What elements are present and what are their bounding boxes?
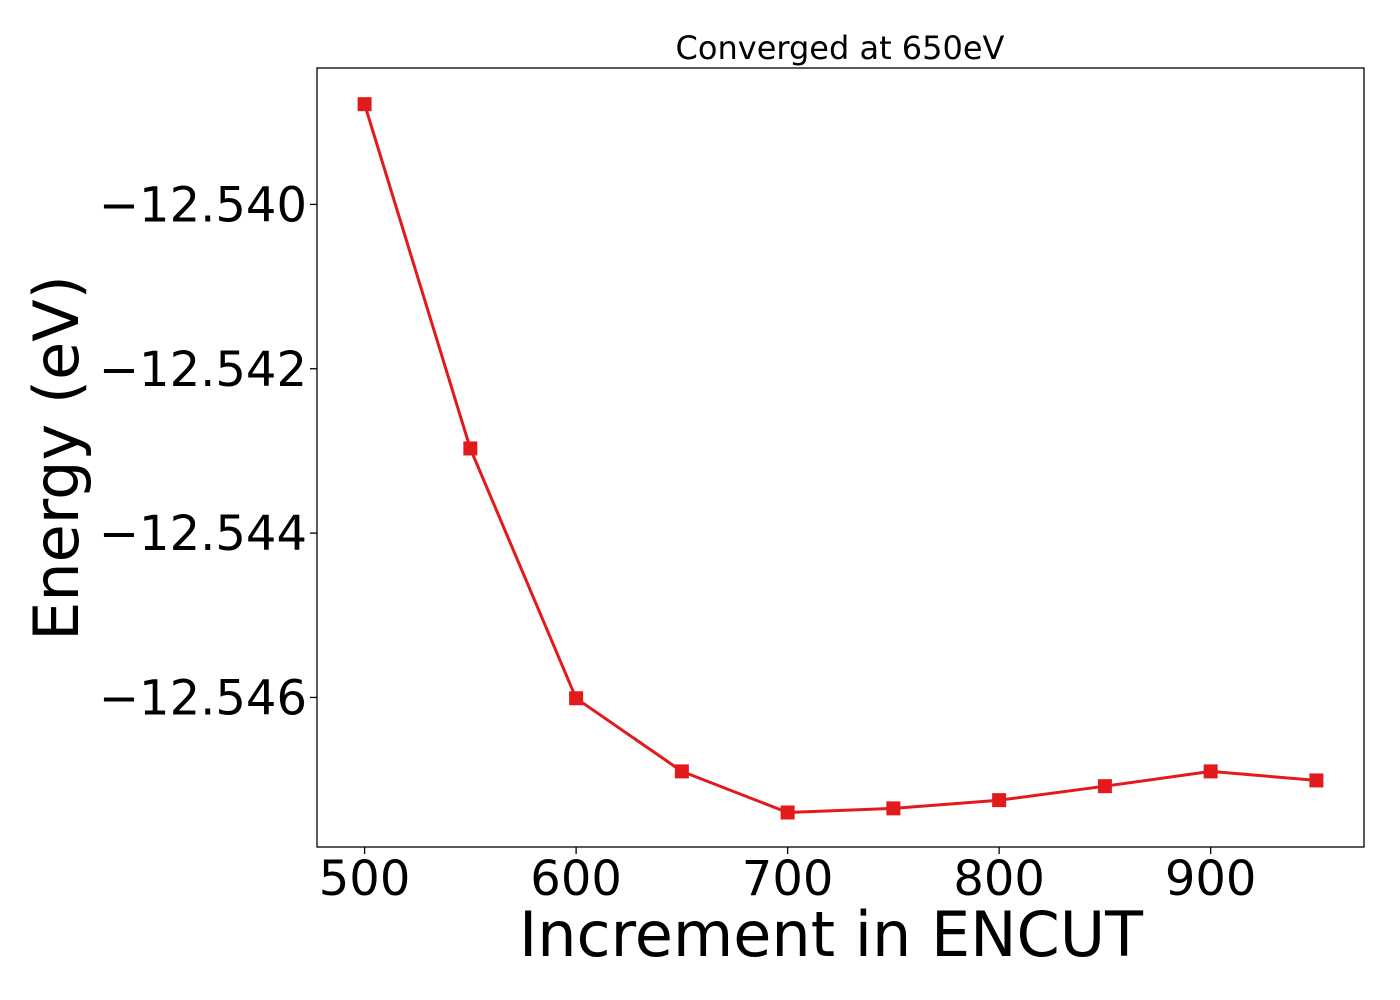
data-point — [357, 97, 372, 112]
x-axis-label: Increment in ENCUT — [519, 898, 1144, 971]
y-tick-label: −12.540 — [99, 177, 307, 233]
x-tick-label: 500 — [319, 851, 411, 907]
data-point — [569, 691, 584, 706]
data-point — [780, 805, 795, 820]
x-tick-label: 700 — [742, 851, 834, 907]
y-tick-label: −12.542 — [99, 342, 307, 398]
y-axis: −12.540 −12.542 −12.544 −12.546 — [99, 177, 317, 726]
data-series — [357, 97, 1324, 820]
x-tick-label: 800 — [953, 851, 1045, 907]
data-point — [1309, 773, 1324, 788]
chart-title: Converged at 650eV — [676, 29, 1005, 67]
data-point — [674, 764, 689, 779]
series-line — [363, 103, 1317, 814]
plot-frame — [316, 67, 1365, 848]
x-axis: 500 600 700 800 900 — [319, 847, 1257, 907]
y-tick-label: −12.544 — [99, 506, 307, 562]
data-point — [992, 793, 1007, 808]
data-point — [463, 441, 478, 456]
y-axis-label: Energy (eV) — [20, 275, 93, 641]
x-tick-label: 600 — [530, 851, 622, 907]
data-point — [1203, 764, 1218, 779]
x-tick-label: 900 — [1165, 851, 1257, 907]
data-point — [886, 801, 901, 816]
y-tick-label: −12.546 — [99, 670, 307, 726]
data-point — [1097, 779, 1112, 794]
